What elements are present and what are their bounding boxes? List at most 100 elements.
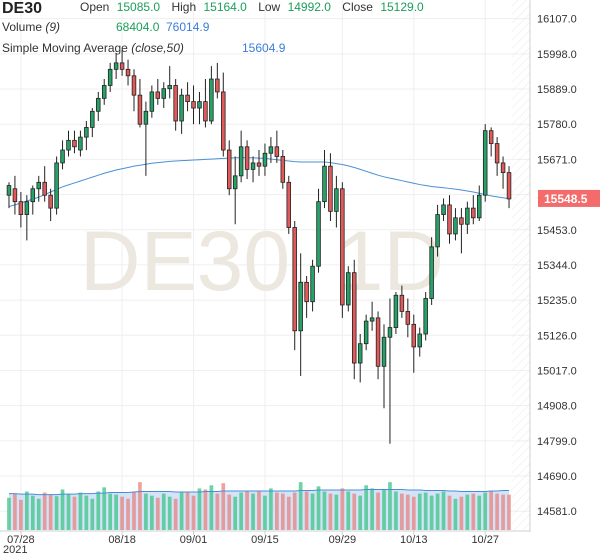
- candle: [334, 175, 339, 228]
- candle-body: [167, 85, 172, 90]
- candle: [381, 324, 387, 409]
- candle-body: [328, 165, 333, 212]
- price-tick-label: 14799.0: [537, 436, 577, 448]
- volume-bar: [370, 488, 374, 530]
- candle: [60, 140, 65, 170]
- candle-body: [250, 162, 256, 170]
- volume-bar: [328, 493, 333, 530]
- candle-body: [506, 172, 512, 200]
- candle-body: [375, 317, 381, 367]
- candle-body: [500, 162, 506, 174]
- candle: [363, 314, 369, 351]
- time-tick-label: 08/18: [108, 534, 136, 546]
- candle-body: [441, 204, 446, 215]
- candle: [6, 182, 12, 209]
- volume-ma-line: [8, 488, 510, 496]
- candle-body: [292, 227, 297, 332]
- volume-bar: [352, 493, 357, 530]
- volume-label: Volume: [2, 20, 43, 34]
- volume-bar: [78, 492, 83, 530]
- price-tick-label: 15453.0: [537, 225, 577, 237]
- last-price-marker: 15548.5: [538, 189, 600, 207]
- symbol-name: DE30: [2, 0, 43, 17]
- candle: [411, 314, 417, 373]
- price-tick-label: 15344.0: [537, 260, 577, 272]
- volume-bar: [209, 485, 214, 530]
- price-axis[interactable]: 16107.015998.015889.015780.015671.015562…: [537, 14, 577, 519]
- candle: [316, 188, 321, 273]
- candle: [96, 91, 101, 121]
- candle: [423, 292, 428, 341]
- candle: [477, 185, 482, 222]
- volume-bar: [429, 495, 434, 530]
- low-label: Low: [258, 0, 281, 14]
- volume-bar: [340, 488, 345, 530]
- candle-body: [316, 201, 321, 267]
- price-tick-label: 15780.0: [537, 119, 577, 131]
- price-tick-label: 14690.0: [537, 471, 577, 483]
- volume-bar: [382, 489, 386, 530]
- year-label: 2021: [3, 544, 27, 556]
- volume-bar: [96, 491, 101, 530]
- candle-body: [274, 146, 280, 157]
- candle: [72, 130, 77, 154]
- time-tick-label: 09/29: [329, 534, 357, 546]
- candle-body: [381, 336, 387, 367]
- high-label: High: [171, 0, 197, 14]
- candle-body: [203, 101, 208, 122]
- candle-body: [238, 146, 244, 177]
- symbol-watermark: DE30, 1D: [80, 214, 444, 308]
- candle: [12, 175, 18, 215]
- volume-bar: [388, 482, 392, 530]
- volume-bar: [161, 493, 166, 530]
- volume-bar: [417, 493, 422, 530]
- candle-body: [161, 88, 166, 99]
- volume-bar: [30, 495, 35, 530]
- candle-body: [24, 201, 30, 215]
- candle-body: [197, 101, 202, 109]
- candle: [143, 101, 149, 176]
- volume-bar: [251, 493, 255, 530]
- candle: [66, 130, 71, 157]
- candle-body: [78, 136, 83, 151]
- volume-bar: [102, 487, 107, 530]
- candle: [221, 72, 226, 157]
- candle: [393, 292, 399, 335]
- volume-bar: [245, 491, 249, 530]
- ohlc-legend: Open 15085.0 High 15164.0 Low 14992.0 Cl…: [80, 0, 424, 14]
- volume-bar: [405, 494, 410, 530]
- candle: [471, 195, 476, 225]
- volume-bar: [36, 498, 41, 530]
- candle: [238, 130, 244, 183]
- candle: [18, 191, 24, 228]
- candle: [268, 137, 274, 163]
- candle: [179, 88, 184, 134]
- open-value: 15085.0: [116, 0, 161, 14]
- volume-bar: [364, 485, 368, 530]
- volume-bar: [269, 488, 273, 530]
- candle: [310, 259, 315, 312]
- sma-legend[interactable]: Simple Moving Average (close,50) 15604.9: [2, 41, 285, 55]
- volume-bar: [263, 495, 267, 530]
- candle: [286, 175, 292, 234]
- price-tick-label: 15889.0: [537, 84, 577, 96]
- volume-bar: [191, 495, 196, 530]
- candle: [161, 82, 166, 109]
- close-label: Close: [342, 0, 373, 14]
- candle-body: [334, 188, 339, 212]
- volume-legend[interactable]: Volume (9) 68404.0 76014.9: [2, 20, 209, 34]
- candle-body: [185, 94, 190, 103]
- time-tick-label: 09/15: [251, 534, 279, 546]
- candle: [500, 156, 506, 189]
- volume-bar: [114, 494, 118, 530]
- candle-body: [173, 85, 178, 122]
- volume-bar: [203, 489, 208, 530]
- candle: [274, 130, 280, 163]
- candle-body: [143, 110, 149, 125]
- price-tick-label: 14908.0: [537, 401, 577, 413]
- time-axis[interactable]: 07/28 08/18 09/01 09/15 09/29 10/13 10/27: [7, 531, 499, 546]
- price-tick-label: 15235.0: [537, 295, 577, 307]
- volume-bar: [346, 491, 351, 530]
- candle: [482, 124, 488, 202]
